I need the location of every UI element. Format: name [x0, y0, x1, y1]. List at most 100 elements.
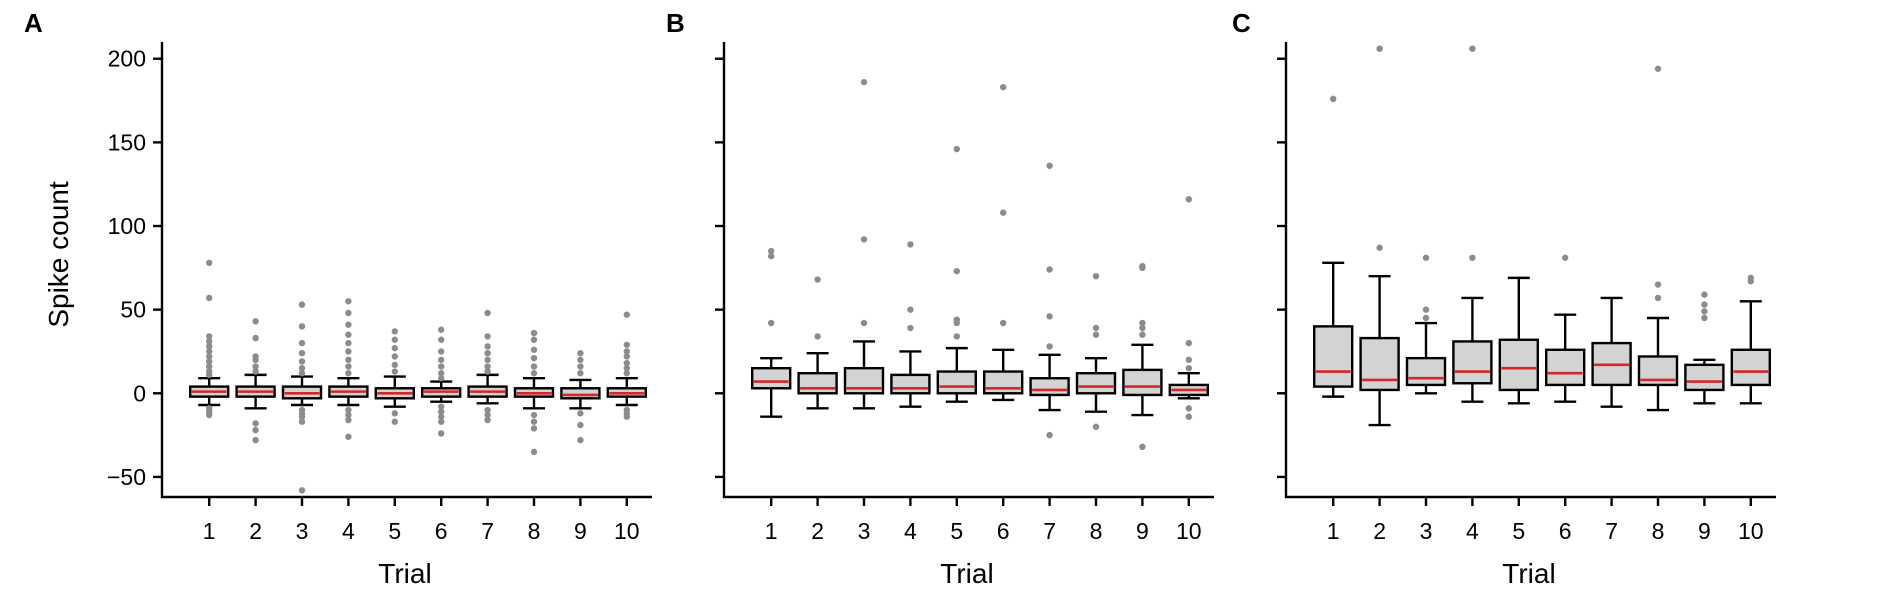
- outlier-point: [530, 336, 538, 343]
- outlier-point: [953, 267, 960, 275]
- outlier-point: [1046, 162, 1053, 169]
- box-trial-8: [1637, 65, 1679, 412]
- outlier-point: [391, 418, 398, 425]
- outlier-point: [623, 348, 630, 355]
- outlier-point: [1330, 95, 1337, 103]
- outlier-point: [206, 363, 213, 370]
- box-trial-9: [560, 349, 601, 444]
- x-tick-label: 3: [1420, 518, 1433, 544]
- outlier-point: [1046, 431, 1053, 439]
- outlier-point: [1139, 319, 1146, 327]
- outlier-point: [953, 333, 960, 340]
- x-tick-label: 9: [1136, 518, 1149, 544]
- outlier-point: [345, 370, 352, 377]
- outlier-point: [623, 370, 630, 377]
- iqr-box: [1122, 368, 1163, 397]
- outlier-point: [438, 336, 445, 343]
- box-trial-2: [235, 318, 276, 444]
- outlier-point: [252, 356, 259, 364]
- outlier-point: [1376, 244, 1383, 251]
- outlier-point: [1092, 423, 1100, 430]
- iqr-box: [1684, 363, 1725, 392]
- outlier-point: [345, 309, 352, 317]
- outlier-point: [577, 363, 584, 370]
- outlier-point: [206, 333, 213, 340]
- panel-c: C Trial 1 2 3 4 5 6 7 8 9 10: [1232, 8, 1776, 589]
- box-trial-3: [1405, 254, 1447, 395]
- box-trial-3: [281, 301, 323, 494]
- box-trial-4: [1452, 45, 1493, 403]
- outlier-point: [1185, 364, 1193, 372]
- outlier-point: [530, 363, 538, 370]
- outlier-point: [252, 334, 259, 342]
- panel-letter: C: [1232, 8, 1251, 38]
- outlier-point: [438, 408, 445, 415]
- outlier-point: [577, 410, 584, 417]
- outlier-point: [1469, 254, 1476, 261]
- iqr-box: [560, 387, 601, 400]
- outlier-point: [623, 359, 630, 367]
- outlier-point: [814, 276, 821, 283]
- outlier-point: [438, 370, 445, 377]
- outlier-point: [860, 236, 868, 243]
- outlier-point: [577, 356, 584, 364]
- outlier-point: [577, 436, 584, 444]
- outlier-point: [206, 358, 213, 365]
- x-tick-label: 3: [296, 518, 309, 544]
- iqr-box: [983, 370, 1024, 395]
- outlier-point: [484, 343, 491, 350]
- box-trial-2: [1359, 45, 1400, 427]
- outlier-point: [345, 331, 352, 338]
- outlier-point: [438, 413, 445, 420]
- iqr-box: [1312, 325, 1354, 388]
- outlier-point: [768, 252, 775, 260]
- outlier-point: [391, 361, 398, 369]
- outlier-point: [391, 344, 398, 352]
- outlier-point: [623, 364, 630, 372]
- outlier-point: [345, 416, 352, 424]
- outlier-point: [1185, 356, 1193, 364]
- outlier-point: [1092, 272, 1100, 280]
- outlier-point: [1701, 314, 1708, 322]
- box-trial-7: [1029, 162, 1070, 439]
- x-tick-label: 6: [997, 518, 1010, 544]
- outlier-point: [1000, 209, 1007, 216]
- x-tick-label: 4: [1466, 518, 1479, 544]
- x-tick-label: 7: [481, 518, 494, 544]
- box-trial-5: [936, 145, 977, 403]
- x-tick-label: 5: [388, 518, 401, 544]
- x-tick-label: 6: [1559, 518, 1572, 544]
- outlier-point: [206, 259, 213, 267]
- outlier-point: [298, 418, 306, 425]
- outlier-point: [1185, 196, 1193, 203]
- iqr-box: [1498, 338, 1540, 392]
- outlier-point: [1139, 324, 1146, 332]
- outlier-point: [345, 298, 352, 305]
- outlier-point: [1562, 254, 1569, 261]
- x-tick-label: 7: [1605, 518, 1618, 544]
- x-tick-label: 9: [1698, 518, 1711, 544]
- outlier-point: [1000, 83, 1007, 91]
- outlier-point: [484, 356, 491, 364]
- panel-letter: B: [666, 8, 685, 38]
- outlier-point: [252, 436, 259, 444]
- outlier-point: [1422, 314, 1430, 322]
- x-tick-label: 8: [1090, 518, 1103, 544]
- outlier-point: [484, 349, 491, 357]
- outlier-point: [530, 448, 538, 456]
- outlier-point: [391, 368, 398, 375]
- outlier-point: [1092, 324, 1100, 332]
- outlier-point: [1422, 254, 1430, 261]
- outlier-point: [1654, 294, 1662, 302]
- outlier-point: [345, 406, 352, 414]
- box-trial-7: [467, 309, 508, 424]
- outlier-point: [391, 410, 398, 417]
- y-tick-label: −50: [107, 464, 146, 490]
- box-trial-10: [606, 311, 647, 420]
- x-tick-label: 10: [1738, 518, 1764, 544]
- y-tick-label: 200: [108, 46, 146, 72]
- outlier-point: [768, 247, 775, 255]
- outlier-point: [1185, 339, 1193, 347]
- outlier-point: [438, 348, 445, 355]
